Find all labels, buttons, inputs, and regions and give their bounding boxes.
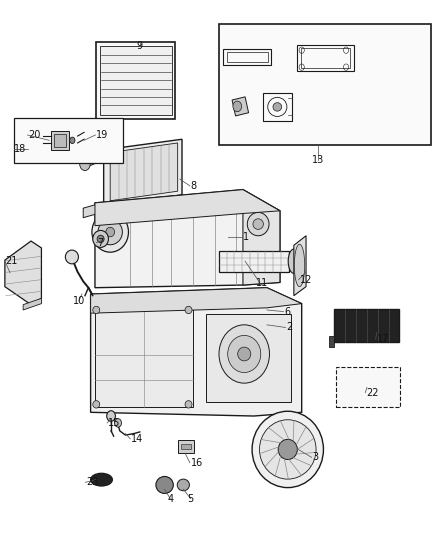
Bar [334, 309, 399, 342]
Bar [262, 93, 292, 120]
Ellipse shape [156, 477, 173, 494]
Ellipse shape [252, 411, 323, 488]
Ellipse shape [80, 158, 90, 171]
Text: 21: 21 [5, 256, 17, 266]
Polygon shape [95, 190, 280, 288]
Bar [219, 23, 431, 144]
Text: 1: 1 [243, 232, 249, 243]
Text: 3: 3 [313, 453, 319, 463]
Polygon shape [328, 336, 334, 347]
Ellipse shape [106, 227, 115, 237]
Bar [14, 118, 123, 163]
Ellipse shape [115, 419, 121, 427]
Text: 11: 11 [255, 278, 268, 288]
Text: 17: 17 [377, 334, 389, 344]
Text: 23: 23 [86, 477, 99, 487]
Text: 14: 14 [131, 434, 143, 444]
Text: 18: 18 [14, 144, 27, 154]
Bar [96, 42, 176, 119]
Ellipse shape [247, 213, 269, 236]
Bar [336, 367, 400, 407]
Ellipse shape [185, 306, 192, 314]
Ellipse shape [177, 479, 189, 491]
Text: 15: 15 [108, 418, 120, 428]
Text: 2: 2 [286, 322, 293, 333]
Text: 8: 8 [191, 181, 197, 191]
Polygon shape [243, 190, 280, 285]
Text: 10: 10 [73, 296, 85, 306]
Bar [227, 52, 268, 62]
Text: 12: 12 [300, 274, 312, 285]
Polygon shape [86, 151, 108, 167]
Polygon shape [91, 288, 302, 313]
Polygon shape [104, 139, 182, 206]
Polygon shape [23, 298, 42, 310]
Text: 20: 20 [28, 130, 41, 140]
Bar [54, 134, 66, 147]
Text: 22: 22 [366, 387, 378, 398]
Ellipse shape [219, 325, 269, 383]
Ellipse shape [278, 439, 297, 459]
Text: 6: 6 [284, 306, 290, 317]
Ellipse shape [93, 230, 109, 247]
Ellipse shape [288, 249, 300, 273]
Text: 5: 5 [187, 494, 194, 504]
Ellipse shape [92, 212, 128, 252]
Ellipse shape [273, 103, 282, 111]
Text: 16: 16 [191, 458, 203, 467]
Polygon shape [91, 288, 302, 416]
Polygon shape [110, 143, 178, 201]
Bar [100, 46, 172, 115]
Bar [181, 444, 191, 449]
Polygon shape [5, 241, 42, 305]
Ellipse shape [93, 401, 100, 408]
Ellipse shape [238, 347, 251, 361]
Ellipse shape [98, 219, 122, 245]
Text: 9: 9 [137, 42, 143, 52]
Bar [297, 45, 354, 71]
Ellipse shape [259, 419, 316, 479]
Polygon shape [95, 190, 280, 225]
Ellipse shape [65, 250, 78, 264]
Ellipse shape [107, 411, 116, 421]
Bar [223, 49, 271, 65]
Ellipse shape [91, 473, 113, 486]
Ellipse shape [253, 219, 263, 229]
Ellipse shape [294, 244, 305, 287]
Text: 7: 7 [97, 238, 103, 248]
Bar [206, 314, 291, 402]
Ellipse shape [185, 401, 192, 408]
Text: 4: 4 [167, 494, 173, 504]
Bar [301, 48, 350, 68]
Ellipse shape [70, 137, 75, 143]
Polygon shape [232, 97, 249, 116]
Text: 13: 13 [312, 156, 325, 165]
Polygon shape [83, 204, 98, 217]
Bar [95, 304, 193, 407]
Bar [178, 440, 194, 453]
Ellipse shape [233, 101, 242, 112]
Bar [51, 131, 69, 150]
Bar [219, 251, 289, 272]
Ellipse shape [93, 306, 100, 314]
Ellipse shape [228, 335, 261, 373]
Polygon shape [294, 236, 306, 296]
Ellipse shape [97, 235, 104, 243]
Text: 19: 19 [96, 130, 109, 140]
